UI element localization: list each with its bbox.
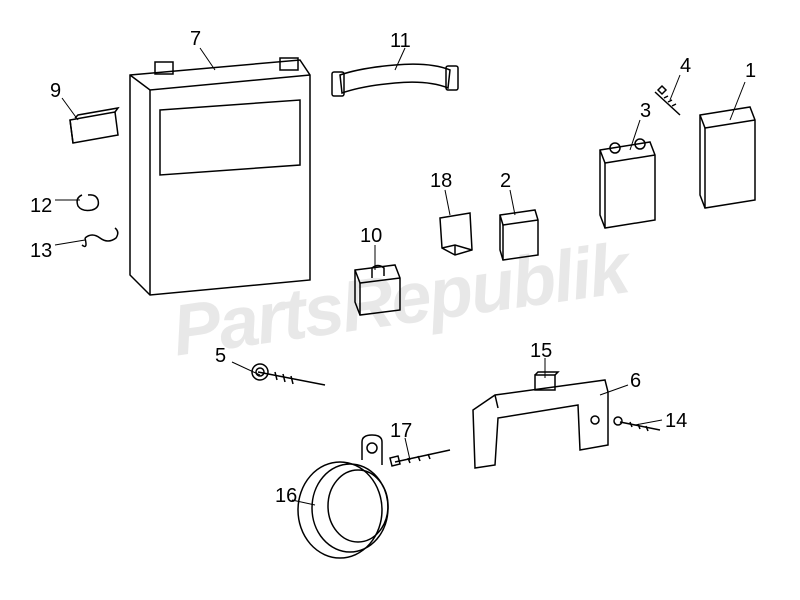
- parts-diagram: [0, 0, 800, 600]
- part-screw-14: [614, 417, 660, 431]
- leader-7: [200, 48, 215, 70]
- part-spring: [82, 228, 118, 246]
- part-relay-1: [700, 107, 755, 208]
- part-bracket-18: [440, 213, 472, 255]
- part-block-2: [500, 210, 538, 260]
- leader-1: [730, 82, 745, 120]
- leader-9: [62, 98, 78, 120]
- part-bracket-6: [473, 380, 608, 468]
- part-screw-4: [655, 86, 680, 115]
- leader-6: [600, 385, 628, 395]
- part-relay-3: [600, 139, 655, 228]
- part-battery: [130, 58, 310, 295]
- part-bolt-17: [390, 450, 450, 466]
- part-horn: [298, 435, 388, 558]
- leader-14: [635, 420, 662, 425]
- leader-17: [405, 438, 410, 460]
- part-block-10: [355, 265, 400, 315]
- leader-5: [232, 362, 260, 375]
- leader-4: [670, 75, 680, 100]
- part-clip: [77, 195, 98, 211]
- part-fuse-holder: [70, 108, 118, 143]
- part-bolt-5: [252, 364, 325, 385]
- leader-18: [445, 190, 450, 215]
- leader-11: [395, 48, 405, 70]
- leader-2: [510, 190, 515, 215]
- leader-13: [55, 240, 85, 245]
